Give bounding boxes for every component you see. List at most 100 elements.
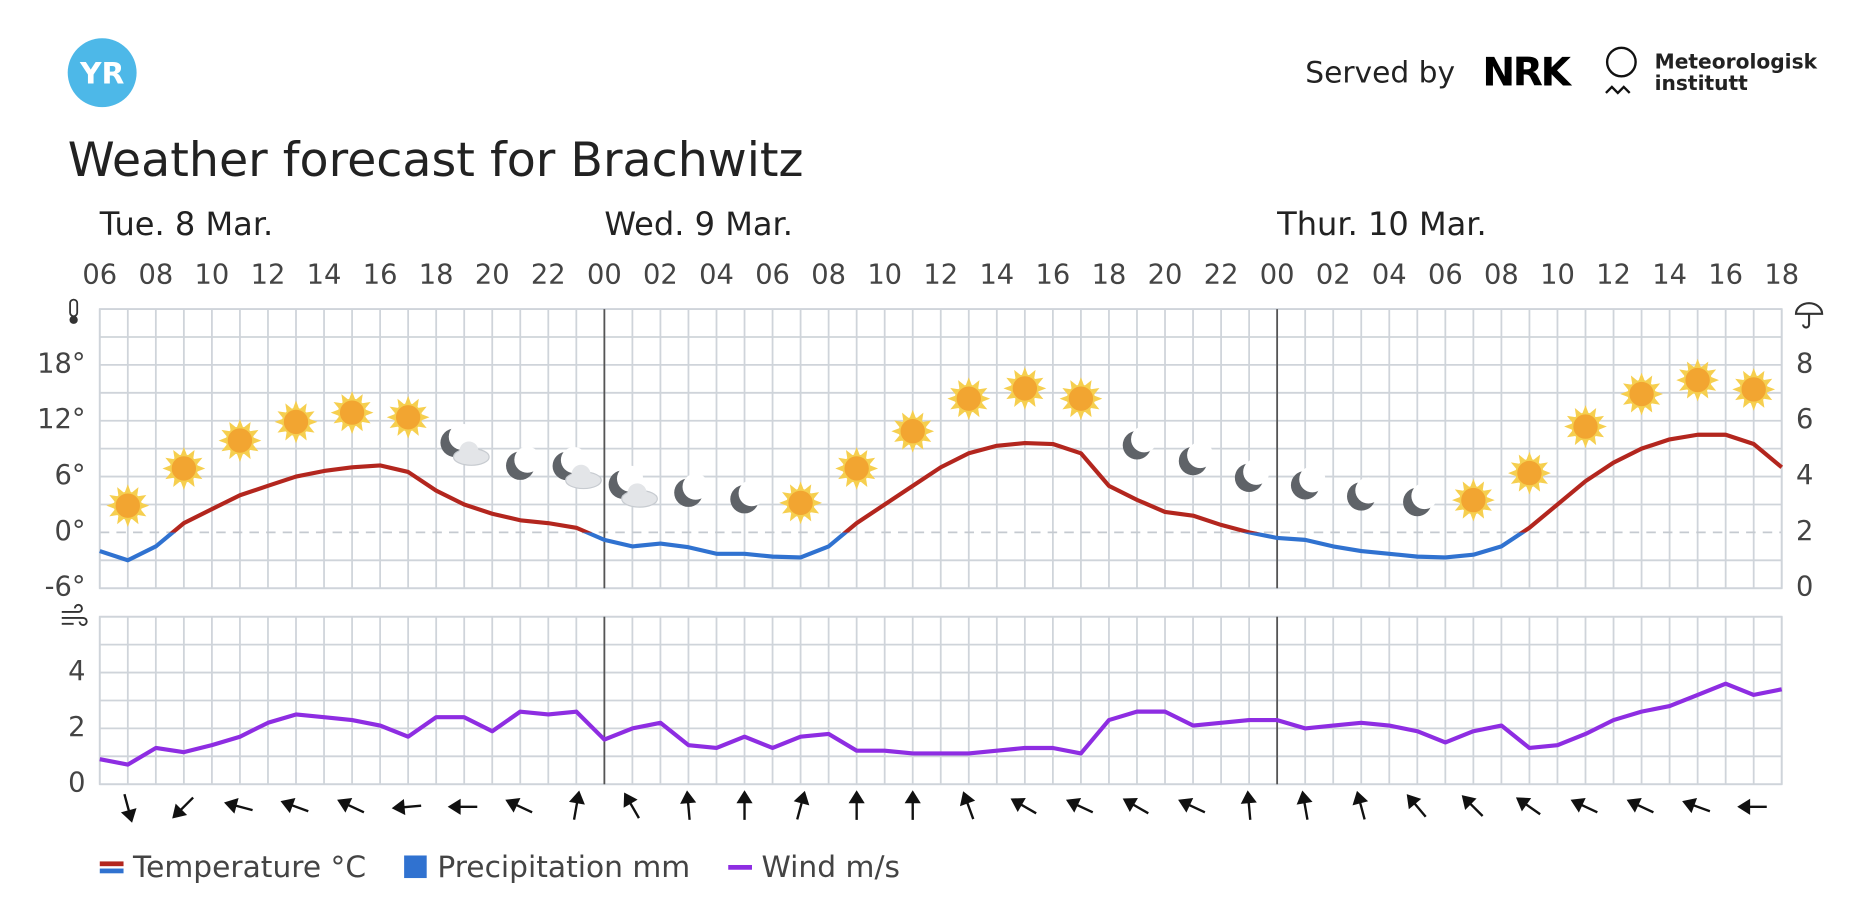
day-label: Tue. 8 Mar.: [99, 205, 273, 243]
y2-tick-label: 2: [1796, 516, 1813, 547]
y2-tick-label: 4: [1796, 460, 1813, 491]
sun-icon: [338, 398, 367, 427]
y-tick-label: 2: [68, 712, 85, 743]
x-tick-label: 00: [1260, 259, 1295, 290]
wind-arrow: [1570, 797, 1598, 814]
x-tick-label: 10: [195, 259, 230, 290]
wind-arrow: [120, 793, 137, 823]
x-tick-label: 10: [867, 259, 902, 290]
wind-icon: [61, 603, 88, 626]
legend-label: Wind m/s: [761, 850, 899, 885]
series-line: [99, 681, 1783, 767]
x-tick-label: 16: [1708, 259, 1743, 290]
x-tick-label: 10: [1540, 259, 1575, 290]
wind-arrow: [337, 797, 365, 814]
met-name: Meteorologisk: [1655, 50, 1818, 74]
wind-arrow: [172, 796, 194, 819]
sun-icon: [1571, 412, 1600, 441]
legend-swatch: [728, 864, 752, 870]
nrk-logo: NRK: [1482, 51, 1572, 96]
wind-arrow: [1626, 797, 1654, 814]
wind-arrow: [1461, 795, 1484, 817]
moon-cut: [1411, 482, 1438, 510]
x-tick-label: 08: [811, 259, 846, 290]
y2-tick-label: 0: [1796, 572, 1813, 603]
plot-frame: [98, 308, 1783, 590]
met-logo: [1605, 46, 1637, 78]
x-tick-label: 08: [138, 259, 173, 290]
wind-arrow: [391, 799, 422, 816]
x-tick-label: 12: [1596, 259, 1631, 290]
sun-icon: [282, 407, 310, 436]
wind-arrow: [736, 790, 753, 820]
legend-swatch: [404, 855, 427, 879]
x-tick-label: 12: [923, 259, 958, 290]
x-tick-label: 20: [1148, 259, 1183, 290]
umbrella-icon: [1794, 302, 1824, 329]
y-tick-label: 0: [68, 768, 85, 799]
wind-arrow: [505, 797, 533, 814]
met-logo-wave: [1605, 85, 1631, 95]
x-tick-label: 06: [82, 259, 117, 290]
x-tick-label: 22: [531, 259, 566, 290]
moon-cut: [1243, 458, 1270, 485]
wind-arrow: [1682, 797, 1711, 814]
sun-icon: [1010, 374, 1039, 403]
x-tick-label: 14: [307, 259, 342, 290]
sun-icon: [786, 488, 815, 517]
moon-cut: [514, 446, 541, 473]
met-name: institutt: [1655, 71, 1749, 95]
x-tick-label: 16: [1036, 259, 1071, 290]
x-tick-label: 20: [475, 259, 510, 290]
yr-logo-text: YR: [79, 57, 124, 92]
series-line: [99, 432, 1784, 563]
y-tick-label: 6°: [55, 460, 86, 491]
served-by: Served by: [1305, 55, 1455, 90]
x-tick-label: 12: [251, 259, 286, 290]
x-tick-label: 14: [979, 259, 1014, 290]
x-tick-label: 14: [1652, 259, 1687, 290]
x-tick-label: 08: [1484, 259, 1519, 290]
sun-icon: [842, 454, 871, 483]
y-tick-label: 4: [68, 656, 85, 687]
x-tick-label: 04: [699, 259, 734, 290]
wind-arrow: [1010, 798, 1037, 815]
wind-arrow: [1240, 790, 1257, 820]
legend-label: Precipitation mm: [437, 850, 690, 885]
wind-arrow: [793, 790, 810, 820]
x-tick-label: 18: [419, 259, 454, 290]
wind-arrow: [680, 790, 697, 820]
moon-cut: [682, 473, 709, 500]
wind-arrow: [1122, 798, 1149, 815]
wind-arrow: [959, 791, 976, 820]
yr-logo[interactable]: [67, 38, 137, 108]
moon-cut: [1131, 426, 1158, 453]
x-tick-label: 18: [1092, 259, 1127, 290]
panel: -6° 0° 6° 12° 18° 0 2 4 6 8: [37, 308, 1813, 603]
x-tick-label: 00: [587, 259, 622, 290]
wind-arrow: [1178, 797, 1206, 814]
wind-arrow: [848, 790, 865, 820]
y2-tick-label: 6: [1796, 404, 1813, 435]
sun-icon: [898, 417, 927, 446]
legend-swatch: [99, 868, 124, 874]
sun-icon: [1459, 486, 1488, 515]
thermometer-icon: [69, 315, 78, 324]
moon-cut: [1187, 442, 1214, 469]
x-tick-label: 02: [1316, 259, 1351, 290]
cloud-icon: [459, 441, 479, 461]
header: YR Served by NRK Meteorologisk institutt: [67, 38, 1818, 108]
y-tick-label: 18°: [37, 348, 85, 379]
sun-icon: [113, 491, 142, 520]
moon-cut: [1355, 477, 1382, 504]
y-tick-label: -6°: [45, 572, 86, 603]
x-tick-label: 16: [363, 259, 398, 290]
wind-arrow: [1352, 790, 1369, 820]
wind-arrow: [1065, 797, 1094, 814]
wind-arrow: [568, 790, 585, 820]
x-tick-label: 06: [755, 259, 790, 290]
sun-icon: [394, 403, 423, 432]
sun-icon: [1066, 384, 1095, 413]
y-tick-label: 12°: [37, 404, 85, 435]
